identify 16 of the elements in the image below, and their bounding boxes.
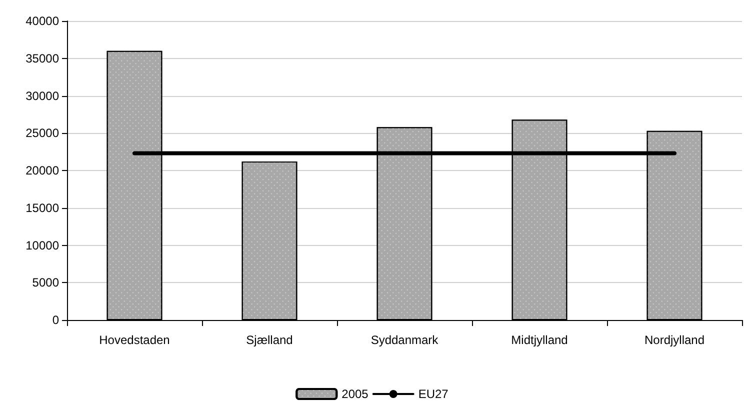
x-tick-label: Sjælland bbox=[246, 333, 293, 347]
x-tick-label: Nordjylland bbox=[644, 333, 705, 347]
y-tick-label: 5000 bbox=[32, 276, 60, 290]
x-tick-label: Syddanmark bbox=[370, 333, 440, 347]
x-tick-label: Midtjylland bbox=[511, 333, 568, 347]
y-tick-label: 10000 bbox=[26, 238, 60, 252]
legend-label: 2005 bbox=[342, 387, 369, 401]
y-tick-label: 20000 bbox=[26, 164, 60, 178]
y-tick-label: 35000 bbox=[26, 51, 60, 66]
y-tick-label: 15000 bbox=[26, 200, 60, 215]
y-tick-label: 0 bbox=[52, 313, 60, 327]
legend-label: EU27 bbox=[418, 387, 449, 401]
y-tick-label: 40000 bbox=[26, 14, 60, 28]
x-tick-label: Hovedstaden bbox=[99, 333, 170, 347]
y-tick-label: 30000 bbox=[26, 88, 60, 103]
y-tick-label: 25000 bbox=[26, 126, 60, 140]
